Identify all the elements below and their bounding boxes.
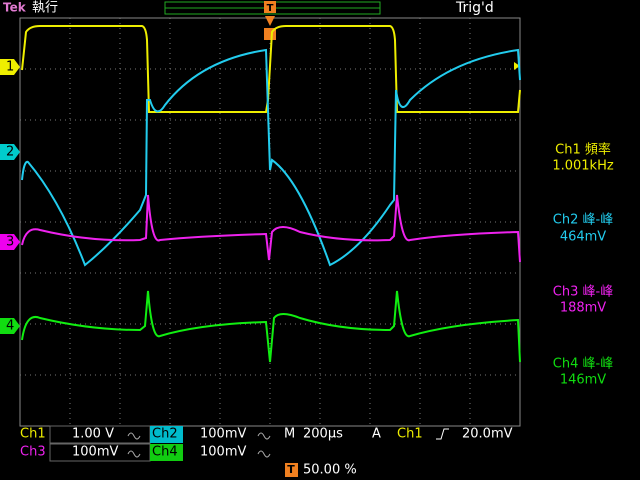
brand: Tek <box>3 1 27 15</box>
status-bar: Ch1 1.00 V Ch2 100mV M 200µs A Ch1 20.0m… <box>20 425 513 478</box>
ch2-box <box>150 426 183 443</box>
ch4-name: Ch4 <box>152 445 178 460</box>
measurement-value: 464mV <box>560 230 606 245</box>
trigger-pos-marker <box>264 1 276 13</box>
measurement-label: Ch4 峰-峰 <box>553 357 613 372</box>
graticule <box>19 17 521 427</box>
slope-icon <box>436 428 449 440</box>
trigger-source: Ch1 <box>397 427 423 442</box>
ch3-marker <box>0 234 20 250</box>
measurement-label: Ch1 頻率 <box>555 142 611 158</box>
position-marker-label: T <box>287 463 295 476</box>
measurement-value: 188mV <box>560 301 606 316</box>
run-status: 執行 <box>32 0 58 16</box>
measurements: Ch1 頻率 1.001kHz Ch2 峰-峰 464mV Ch3 峰-峰 18… <box>552 142 614 388</box>
measurement-value: 1.001kHz <box>552 159 614 174</box>
ch4-box <box>150 444 183 461</box>
trigger-arrow <box>265 16 275 26</box>
measurement-label: Ch3 峰-峰 <box>553 285 613 300</box>
trigger-level: 20.0mV <box>462 427 513 442</box>
trigger-status: Trig'd <box>455 0 494 16</box>
trigger-pos-label: T <box>267 3 274 14</box>
ch4-marker-label: 4 <box>6 319 14 334</box>
measurement-label: Ch2 峰-峰 <box>553 213 613 228</box>
channel-markers: 1 2 3 4 <box>0 59 20 334</box>
waveforms <box>21 25 521 363</box>
bw-icons <box>127 432 271 458</box>
position-marker <box>285 463 298 477</box>
ch4-marker <box>0 318 20 334</box>
ch3-waveform <box>21 194 521 263</box>
ch2-marker <box>0 144 20 160</box>
timebase-value: 200µs <box>303 427 343 442</box>
ch3-name: Ch3 <box>20 445 46 460</box>
position-value: 50.00 % <box>303 463 357 478</box>
ch2-marker-label: 2 <box>6 145 14 160</box>
ch1-name: Ch1 <box>20 427 46 442</box>
ch3-marker-label: 3 <box>6 235 14 250</box>
ch4-scale: 100mV <box>200 445 246 460</box>
ch1-marker <box>0 59 20 75</box>
ch2-scale: 100mV <box>200 427 246 442</box>
trigger-mode: A <box>372 427 381 442</box>
ch1-scale: 1.00 V <box>72 427 114 442</box>
measurement-value: 146mV <box>560 373 606 388</box>
ch3-scale: 100mV <box>72 445 118 460</box>
ch4-waveform <box>21 290 521 363</box>
timebase-label: M <box>284 427 295 442</box>
ch2-waveform <box>21 48 521 267</box>
trigger-level <box>514 62 520 70</box>
ch2-name: Ch2 <box>152 427 178 442</box>
ch1-marker-label: 1 <box>6 60 14 75</box>
